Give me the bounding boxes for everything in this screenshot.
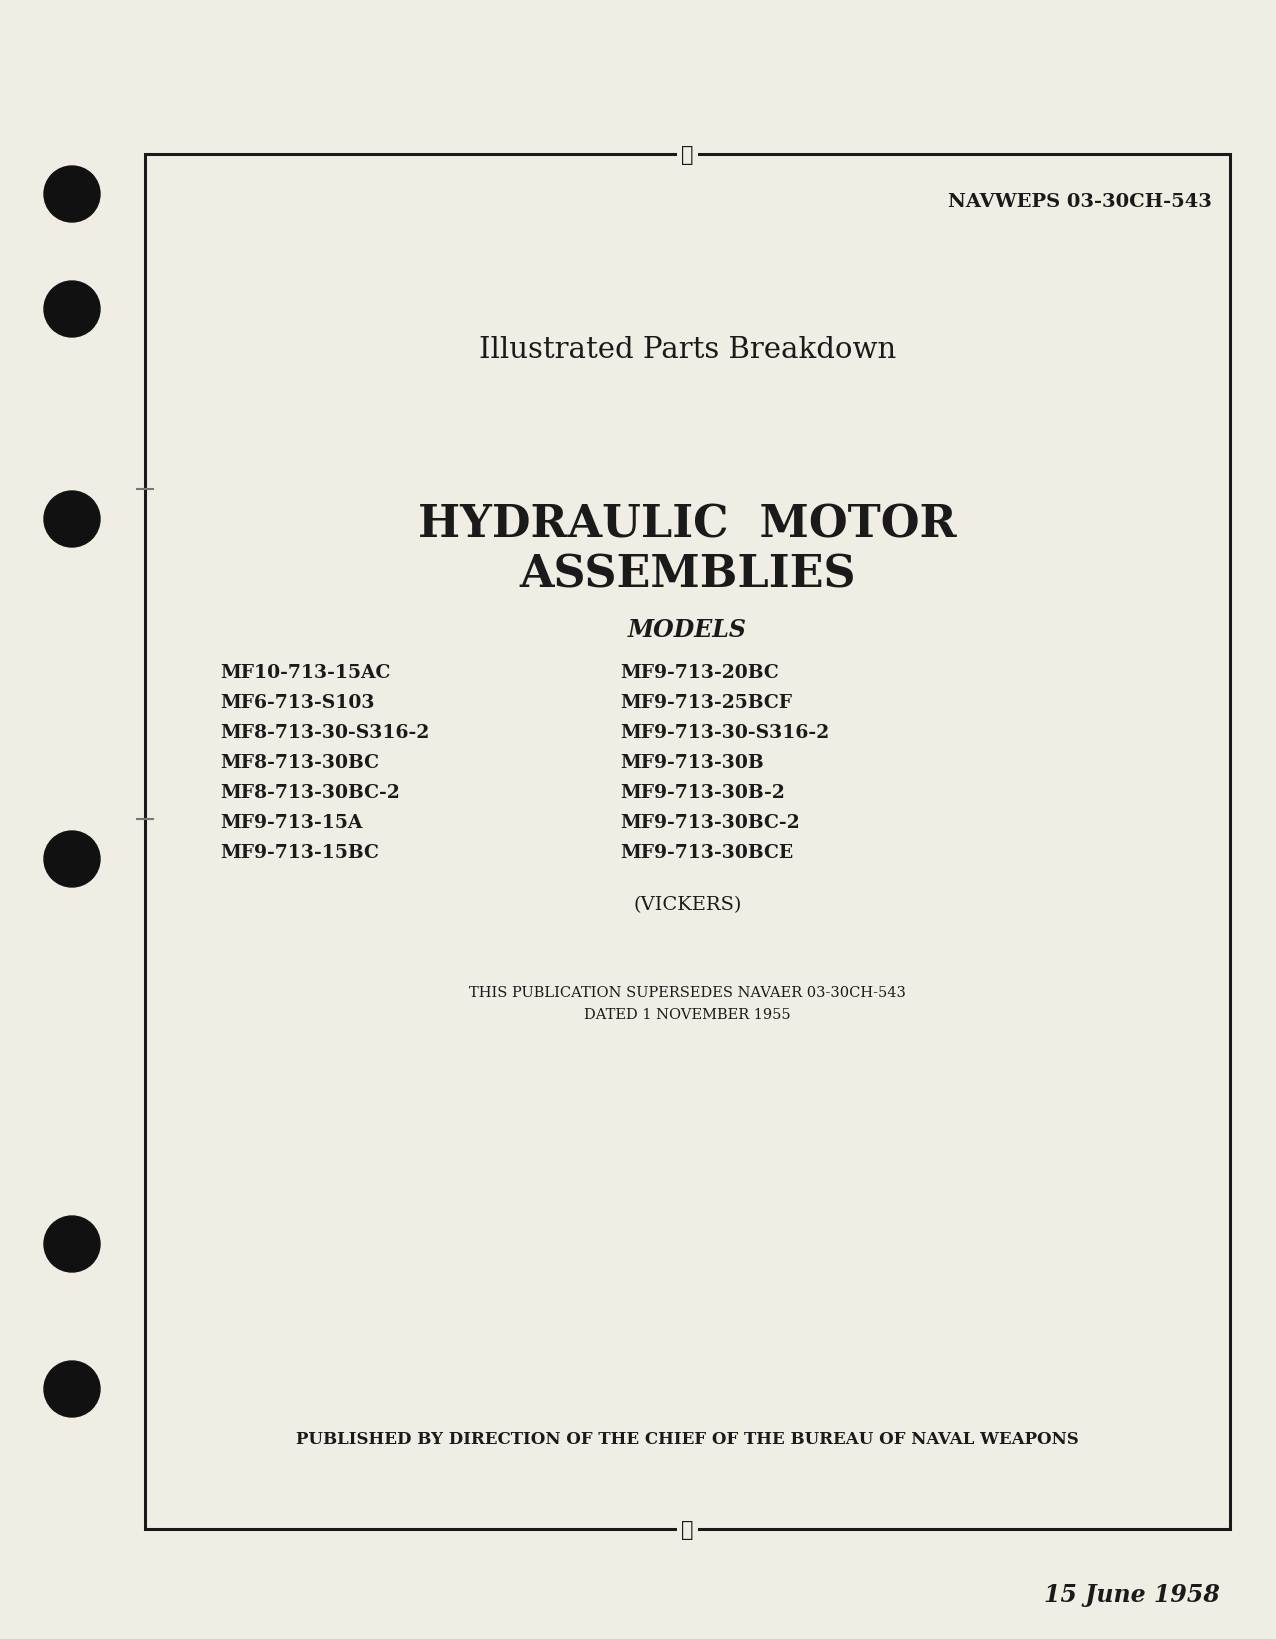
Text: MF9-713-30B: MF9-713-30B — [620, 754, 763, 772]
Text: PUBLISHED BY DIRECTION OF THE CHIEF OF THE BUREAU OF NAVAL WEAPONS: PUBLISHED BY DIRECTION OF THE CHIEF OF T… — [296, 1431, 1079, 1447]
Text: MF9-713-25BCF: MF9-713-25BCF — [620, 693, 792, 711]
Text: MF10-713-15AC: MF10-713-15AC — [219, 664, 390, 682]
Text: HYDRAULIC  MOTOR: HYDRAULIC MOTOR — [419, 503, 957, 546]
Text: MF8-713-30BC-2: MF8-713-30BC-2 — [219, 783, 399, 801]
Circle shape — [43, 831, 100, 887]
Text: (VICKERS): (VICKERS) — [633, 895, 741, 913]
Text: MF6-713-S103: MF6-713-S103 — [219, 693, 374, 711]
Text: ★: ★ — [681, 1519, 694, 1539]
Circle shape — [43, 1216, 100, 1272]
Text: MF8-713-30BC: MF8-713-30BC — [219, 754, 379, 772]
Text: MF9-713-15A: MF9-713-15A — [219, 813, 362, 831]
Text: 15 June 1958: 15 June 1958 — [1044, 1582, 1220, 1606]
Text: MF9-713-30B-2: MF9-713-30B-2 — [620, 783, 785, 801]
Text: MF9-713-20BC: MF9-713-20BC — [620, 664, 778, 682]
Bar — [145, 156, 1230, 1529]
Circle shape — [43, 282, 100, 338]
Text: MF9-713-30BC-2: MF9-713-30BC-2 — [620, 813, 800, 831]
Circle shape — [43, 1360, 100, 1418]
Text: MF9-713-30-S316-2: MF9-713-30-S316-2 — [620, 723, 829, 741]
Text: THIS PUBLICATION SUPERSEDES NAVAER 03-30CH-543: THIS PUBLICATION SUPERSEDES NAVAER 03-30… — [470, 985, 906, 1000]
Text: ★: ★ — [681, 144, 694, 166]
Text: MODELS: MODELS — [628, 618, 746, 641]
Text: MF9-713-15BC: MF9-713-15BC — [219, 844, 379, 862]
Text: MF9-713-30BCE: MF9-713-30BCE — [620, 844, 794, 862]
Text: ASSEMBLIES: ASSEMBLIES — [519, 552, 856, 597]
Circle shape — [43, 167, 100, 223]
Text: Illustrated Parts Breakdown: Illustrated Parts Breakdown — [478, 336, 896, 364]
Circle shape — [43, 492, 100, 547]
Text: MF8-713-30-S316-2: MF8-713-30-S316-2 — [219, 723, 429, 741]
Text: NAVWEPS 03-30CH-543: NAVWEPS 03-30CH-543 — [948, 193, 1212, 211]
Text: DATED 1 NOVEMBER 1955: DATED 1 NOVEMBER 1955 — [584, 1008, 791, 1021]
